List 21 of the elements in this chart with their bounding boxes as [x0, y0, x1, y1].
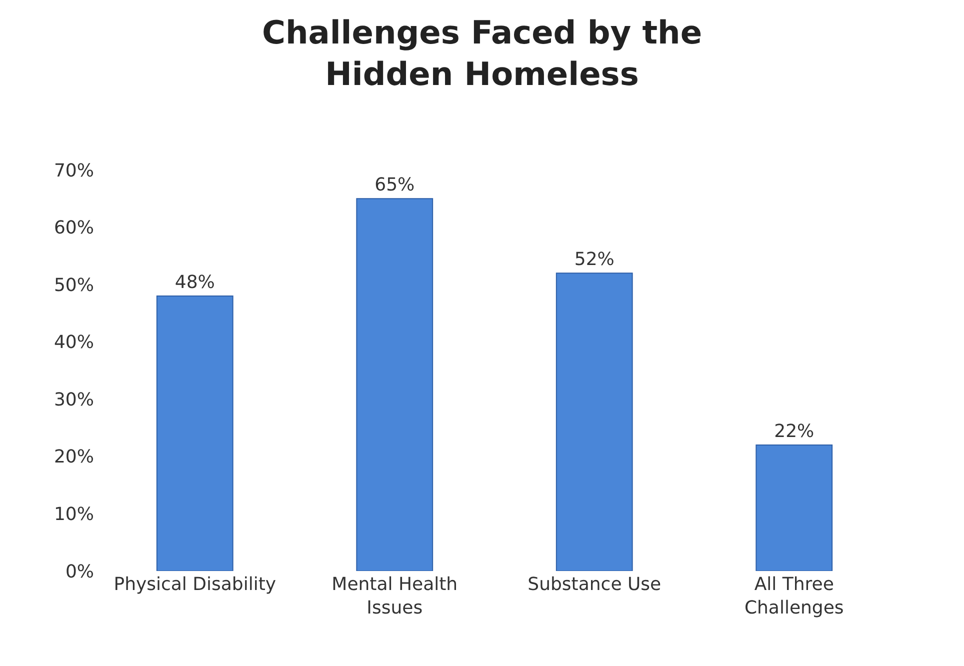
chart-title: Challenges Faced by the Hidden Homeless: [262, 13, 702, 93]
bar: [156, 296, 234, 571]
y-tick-label: 50%: [54, 274, 94, 296]
x-tick-label: Mental Health Issues: [332, 574, 458, 618]
x-tick-label: Physical Disability: [114, 574, 276, 595]
x-tick-label: Substance Use: [528, 574, 662, 595]
y-tick-label: 70%: [54, 160, 94, 182]
bar: [756, 444, 833, 571]
bar: [356, 198, 434, 571]
data-label: 52%: [574, 249, 614, 270]
bar: [556, 272, 633, 571]
data-label: 65%: [374, 174, 415, 196]
y-tick-label: 40%: [54, 332, 94, 354]
y-tick-label: 30%: [54, 389, 94, 410]
y-tick-label: 20%: [54, 446, 94, 468]
x-tick-label: All Three Challenges: [744, 574, 844, 618]
y-tick-label: 60%: [54, 218, 94, 239]
data-label: 48%: [174, 272, 215, 294]
y-tick-label: 0%: [65, 561, 94, 582]
data-label: 22%: [774, 420, 814, 442]
y-tick-label: 10%: [54, 504, 94, 526]
